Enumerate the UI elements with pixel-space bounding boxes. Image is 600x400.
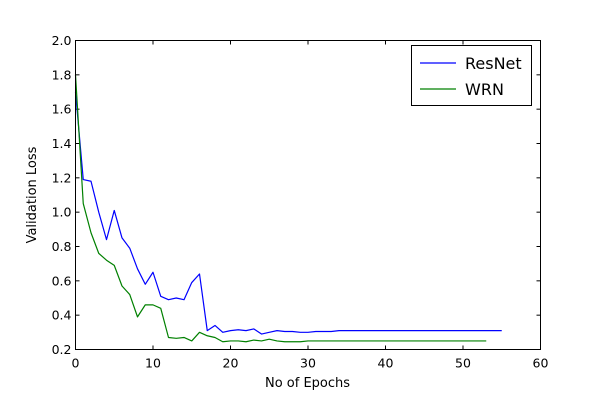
series-line-wrn <box>74 74 487 343</box>
x-tick-label: 30 <box>300 356 316 371</box>
legend: ResNet WRN <box>411 45 532 106</box>
y-tick-label: 2.0 <box>52 33 72 48</box>
y-tick-label: 1.2 <box>52 170 72 185</box>
y-tick-label: 0.4 <box>52 308 72 323</box>
y-tick-label: 1.0 <box>52 205 72 220</box>
x-tick-label: 0 <box>72 356 80 371</box>
series-line-resnet <box>74 91 502 335</box>
x-tick-label: 10 <box>145 356 161 371</box>
x-tick-label: 40 <box>378 356 394 371</box>
plot-frame <box>75 40 541 350</box>
y-tick-label: 0.2 <box>52 342 72 357</box>
plot-series <box>74 74 502 343</box>
legend-box <box>411 45 532 106</box>
x-tick-label: 60 <box>533 356 549 371</box>
y-tick-label: 1.4 <box>52 136 72 151</box>
axis-ticks: 0 10 20 30 40 50 60 0.2 0.4 0.6 0.8 1.0 1.2 1.4 1.6 1.8… <box>52 33 549 371</box>
y-tick-label: 0.6 <box>52 273 72 288</box>
y-tick-label: 1.8 <box>52 67 72 82</box>
x-tick-label: 50 <box>455 356 471 371</box>
y-tick-label: 0.8 <box>52 239 72 254</box>
x-tick-label: 20 <box>223 356 239 371</box>
y-axis-label: Validation Loss <box>25 146 40 243</box>
y-tick-label: 1.6 <box>52 102 72 117</box>
legend-label-wrn: WRN <box>465 80 504 99</box>
x-axis-label: No of Epochs <box>265 376 350 391</box>
legend-label-resnet: ResNet <box>465 54 522 73</box>
